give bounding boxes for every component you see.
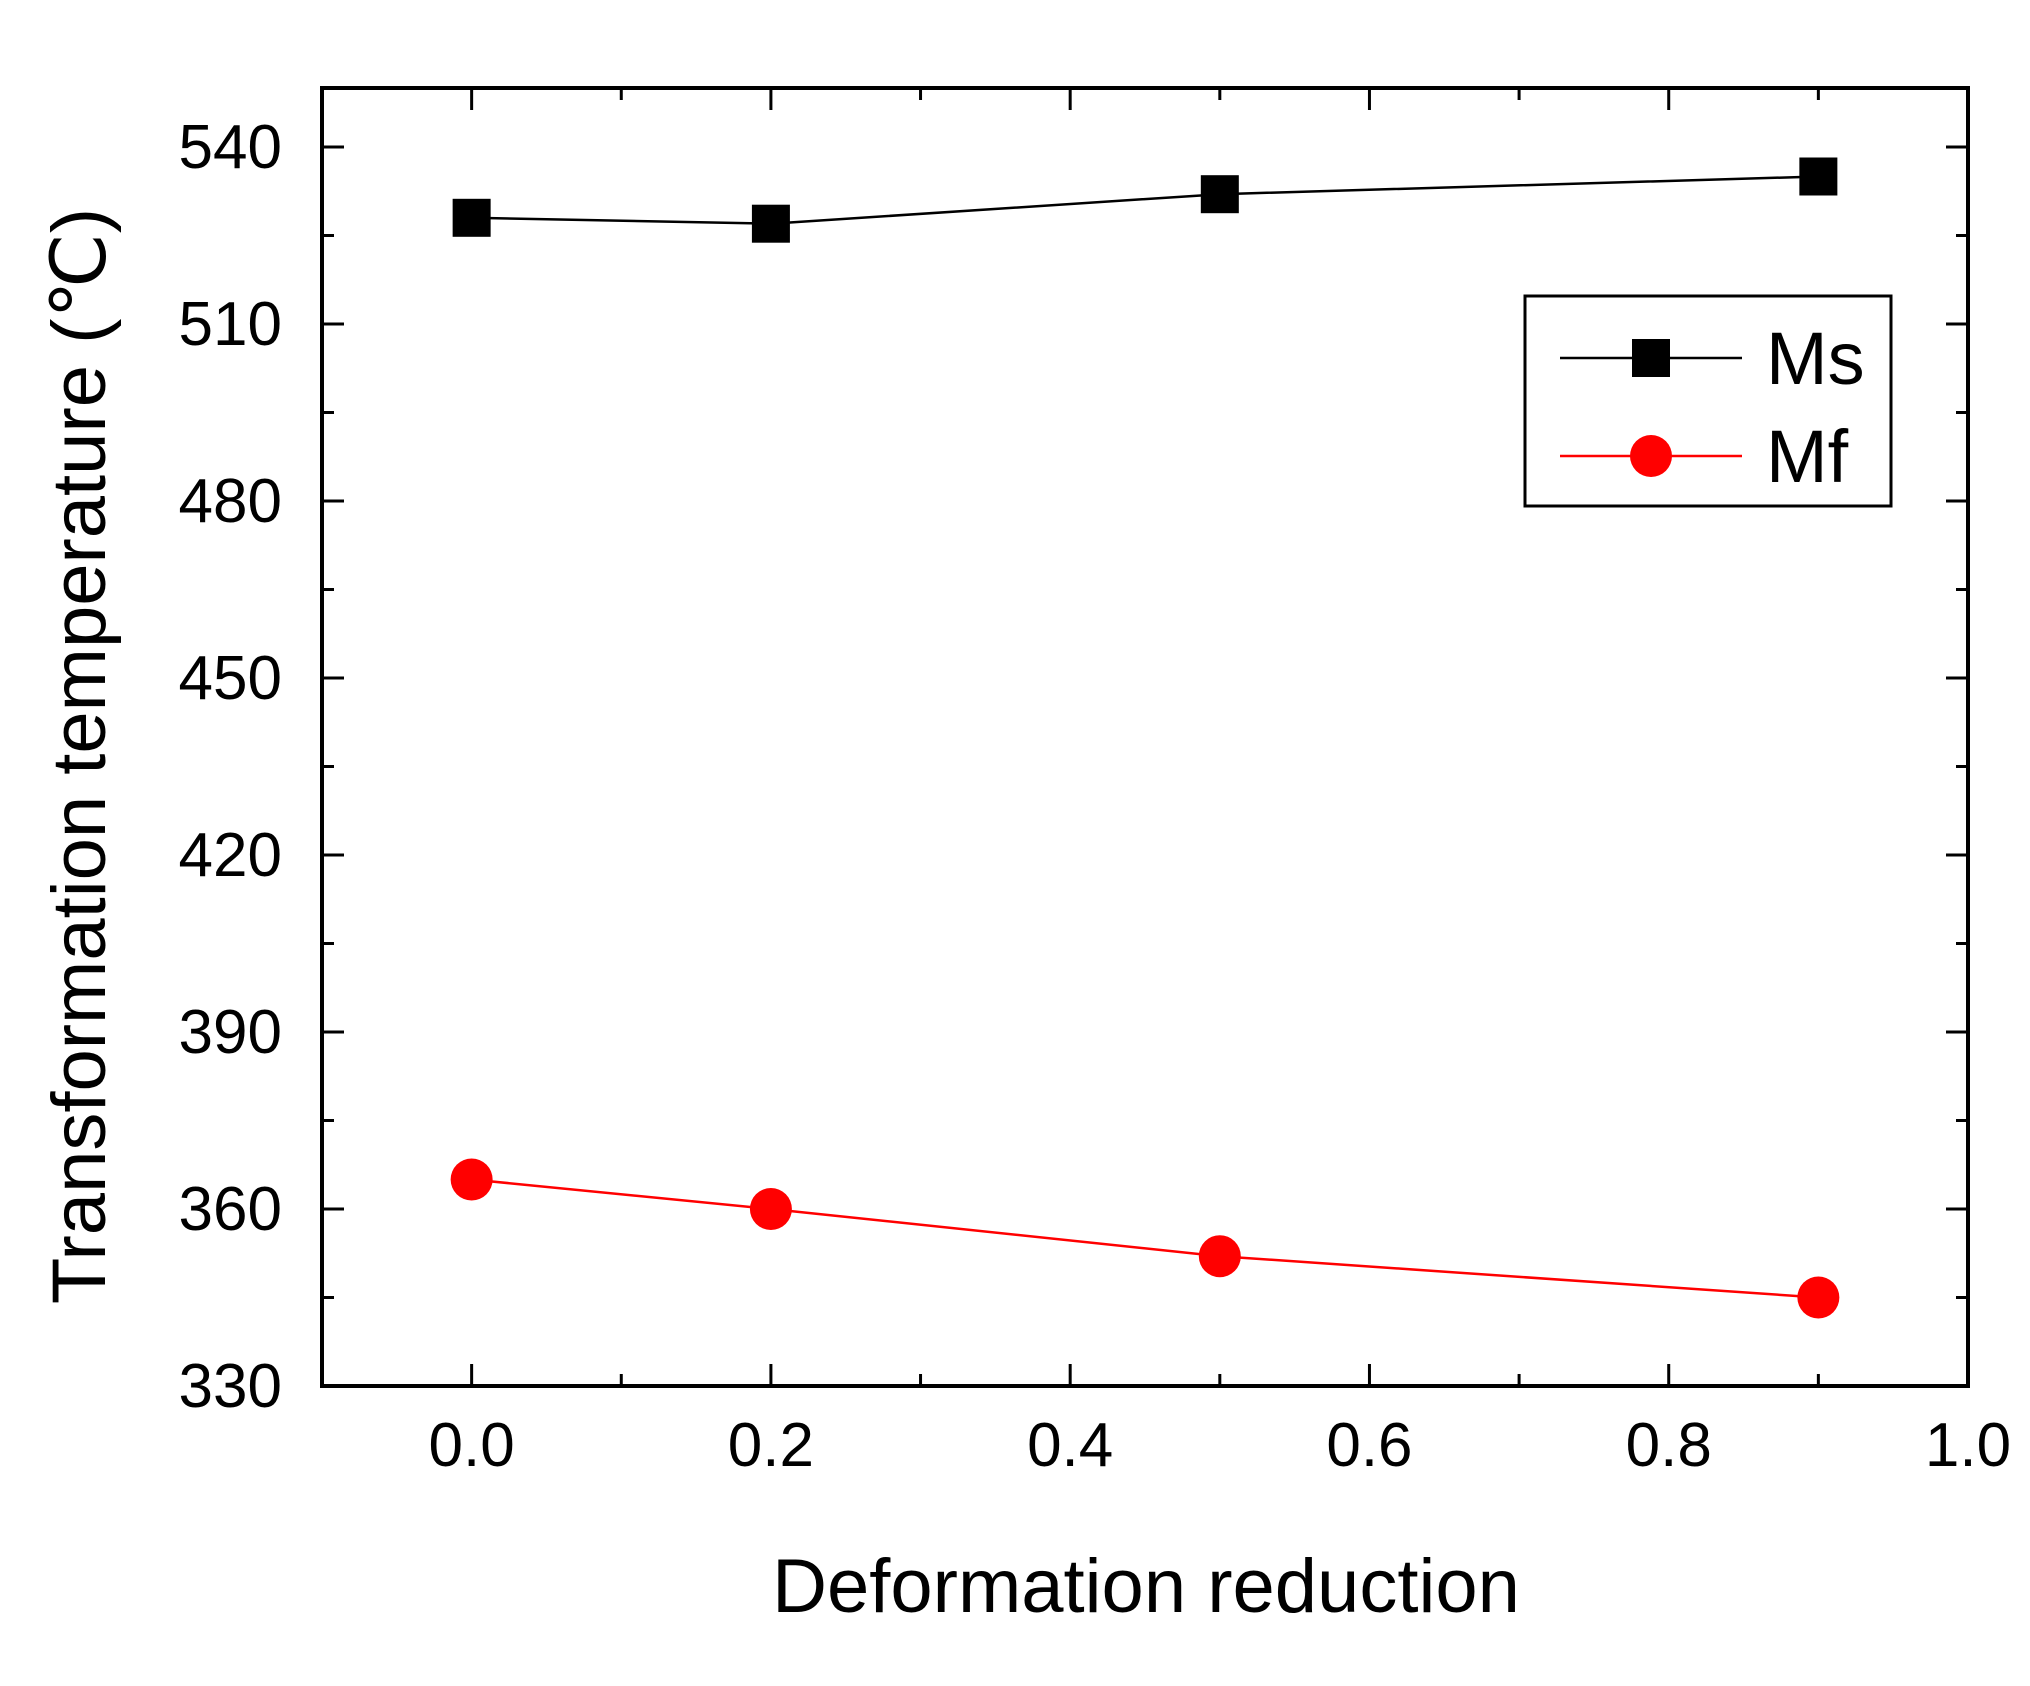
data-point-mf [749,1188,792,1230]
y-tick-label: 360 [179,1175,282,1244]
plot-background [322,88,1968,1386]
y-tick-label: 480 [179,467,282,536]
legend: Ms Mf [1523,294,1893,508]
data-point-ms [1799,157,1838,196]
series-layer [450,157,1840,1319]
legend-marker-mf [1630,435,1672,477]
y-tick-label: 540 [179,113,282,182]
data-point-ms [751,204,790,243]
plot-area [322,88,1968,1386]
y-tick-label: 330 [179,1352,282,1421]
data-point-mf [1797,1276,1840,1319]
y-tick-label: 420 [179,821,282,890]
data-point-ms [1200,175,1239,214]
y-tick-label: 450 [179,644,282,713]
data-point-mf [450,1158,493,1201]
series-ms [452,157,1838,243]
legend-box [1523,294,1893,508]
data-point-ms [452,198,491,237]
plot-border [320,86,1970,1388]
series-line-ms [471,175,1819,225]
x-tick-label: 0.8 [1626,1411,1712,1480]
series-mf [450,1158,1840,1319]
data-point-mf [1198,1235,1241,1278]
legend-marker-ms [1632,339,1670,377]
legend-label-mf: Mf [1766,415,1849,498]
y-tick-label: 390 [179,998,282,1067]
y-axis-title: Transformation temperature (℃) [37,208,122,1304]
legend-label-ms: Ms [1766,317,1865,400]
x-tick-label: 0.4 [1027,1411,1113,1480]
tick-labels: 0.0 0.2 0.4 0.6 0.8 1.0 330 360 390 420 450 480 510 5… [179,113,2012,1480]
x-tick-label: 0.0 [429,1411,515,1480]
y-tick-label: 510 [179,290,282,359]
series-line-mf [471,1178,1819,1299]
x-axis-title: Deformation reduction [772,1544,1520,1629]
plot-frame [320,86,1970,1388]
x-tick-label: 1.0 [1925,1411,2011,1480]
x-tick-label: 0.6 [1326,1411,1412,1480]
x-tick-label: 0.2 [728,1411,814,1480]
